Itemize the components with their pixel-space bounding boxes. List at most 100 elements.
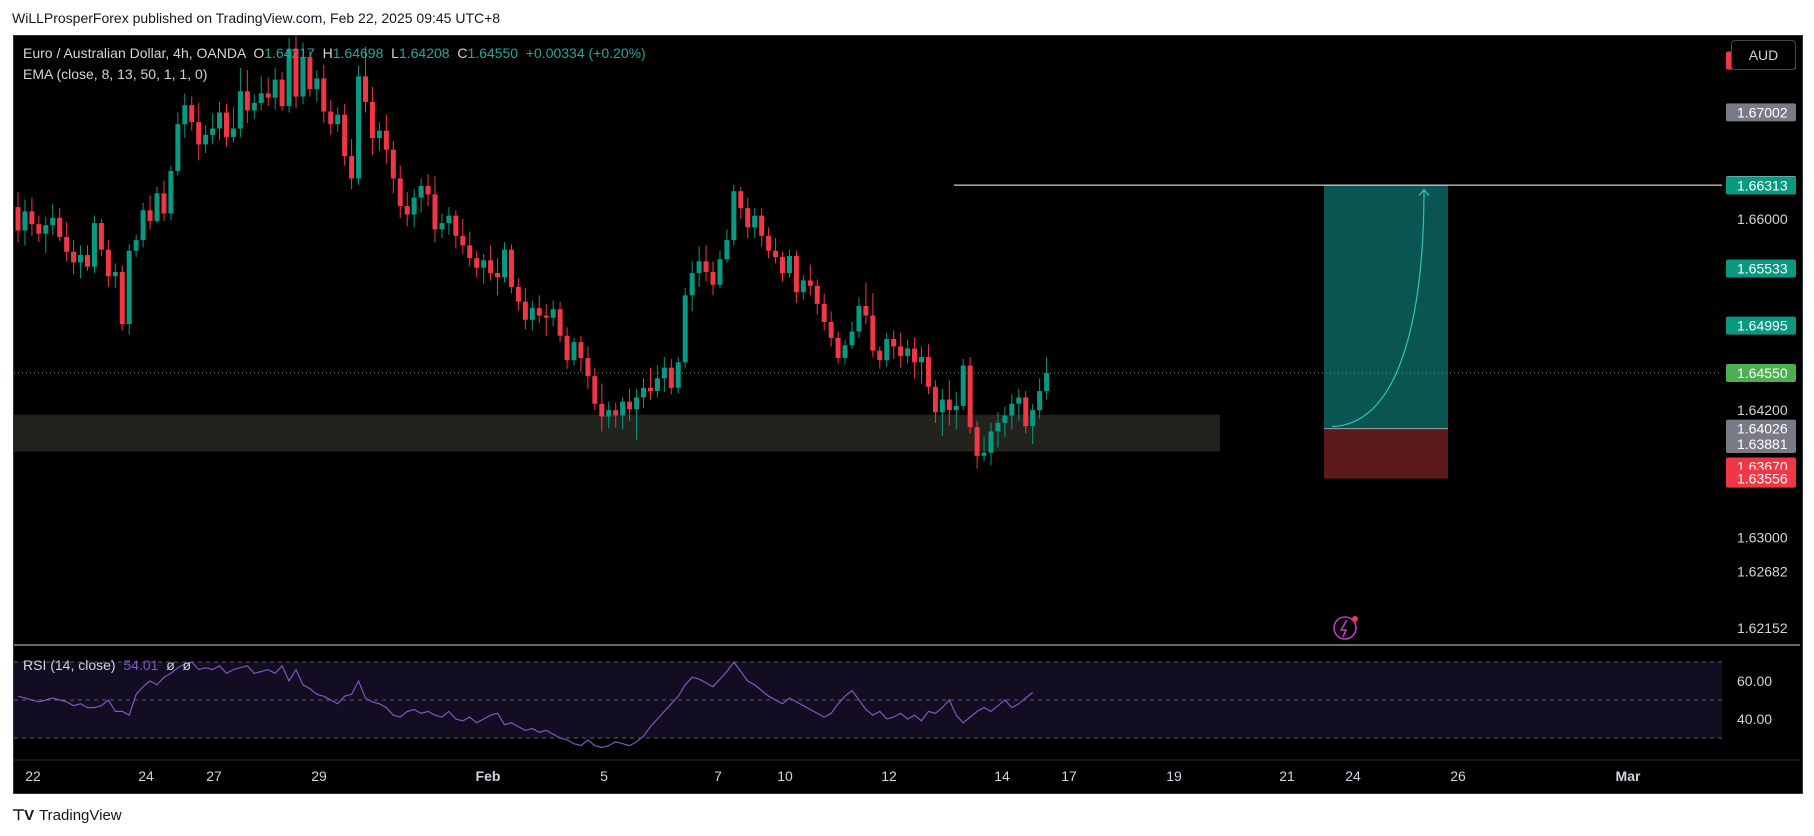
candle-body — [807, 280, 813, 286]
candle-body — [43, 225, 49, 234]
candle-body — [710, 271, 716, 285]
candle-body — [898, 346, 904, 356]
candle-body — [321, 78, 327, 112]
lines-layer — [14, 184, 1722, 374]
symbol-legend[interactable]: Euro / Australian Dollar, 4h, OANDA O1.6… — [23, 45, 646, 61]
candle-body — [849, 331, 855, 346]
rsi-extra-1: ø — [166, 657, 175, 673]
rsi-legend[interactable]: RSI (14, close) 54.01 ø ø — [23, 657, 191, 673]
price-badge — [1726, 316, 1796, 335]
target-zone — [1324, 185, 1448, 429]
candle-body — [780, 257, 785, 274]
candle-body — [217, 112, 223, 129]
candle-body — [550, 309, 556, 318]
ema-legend[interactable]: EMA (close, 8, 13, 50, 1, 1, 0) — [23, 66, 208, 82]
candle-body — [439, 223, 445, 230]
price-badge — [1726, 419, 1796, 438]
candle-body — [36, 224, 42, 234]
time-label: 12 — [881, 768, 897, 784]
rsi-tick: 60.00 — [1737, 673, 1772, 689]
candle-body — [112, 271, 118, 277]
candle-body — [189, 105, 195, 123]
publisher-line: WiLLProsperForex published on TradingVie… — [12, 10, 501, 26]
footer: ⊤V TradingView — [12, 806, 122, 825]
candle-body — [988, 431, 994, 453]
price-tick: 1.62152 — [1737, 620, 1788, 636]
candle-body — [536, 308, 542, 316]
candle-body — [627, 401, 633, 410]
candle-body — [1016, 397, 1022, 404]
candle-body — [293, 48, 299, 97]
time-label: 7 — [714, 768, 722, 784]
candle-body — [647, 387, 653, 392]
candle-body — [661, 367, 667, 379]
candle-body — [446, 215, 452, 224]
candle-body — [467, 245, 473, 259]
candle-body — [432, 194, 438, 230]
candle-body — [981, 452, 987, 456]
candle-body — [78, 254, 84, 263]
candle-body — [474, 258, 480, 268]
candle-body — [133, 240, 139, 251]
open-value: 1.64217 — [264, 45, 315, 61]
time-label: Mar — [1616, 768, 1641, 784]
candle-body — [363, 76, 368, 102]
time-label: 27 — [206, 768, 222, 784]
currency-button[interactable]: AUD — [1731, 40, 1796, 70]
candle-body — [821, 303, 827, 322]
price-badge — [1726, 469, 1796, 488]
candle-body — [502, 249, 507, 278]
rsi-line — [17, 660, 1034, 749]
candle-body — [230, 128, 236, 137]
flash-icon — [1333, 616, 1357, 640]
candle-body — [946, 399, 952, 411]
candle-body — [390, 149, 396, 179]
candle-body — [800, 280, 806, 293]
candle-body — [64, 236, 70, 252]
candle-body — [1023, 397, 1029, 427]
candle-body — [85, 254, 90, 267]
demand-zone — [14, 414, 1220, 452]
candle-body — [543, 315, 549, 318]
candle-body — [905, 348, 911, 356]
candle-body — [126, 250, 132, 325]
candle-body — [974, 427, 980, 456]
candle-body — [773, 250, 779, 258]
candle-body — [307, 57, 313, 90]
rsi-tick: 40.00 — [1737, 711, 1772, 727]
tradingview-logo-icon: ⊤V — [12, 807, 34, 824]
candle-body — [870, 315, 876, 351]
candle-body — [842, 345, 848, 359]
candle-body — [1002, 415, 1008, 423]
change-value: +0.00334 (+0.20%) — [525, 45, 646, 61]
candle-body — [168, 170, 174, 214]
candle-body — [196, 122, 202, 145]
candle-body — [488, 260, 494, 274]
candle-body — [210, 128, 216, 135]
candle-body — [786, 256, 792, 274]
time-label: 19 — [1166, 768, 1182, 784]
candle-body — [745, 208, 751, 228]
candle-body — [342, 114, 348, 157]
flash-bolt-icon — [1339, 619, 1348, 638]
candle-body — [244, 91, 250, 111]
zones-layer — [14, 185, 1448, 479]
time-label: Feb — [476, 768, 501, 784]
candle-body — [967, 365, 973, 428]
candle-body — [279, 79, 285, 107]
open-label: O — [253, 45, 265, 61]
candle-body — [71, 251, 77, 263]
high-value: 1.64698 — [332, 45, 384, 61]
candle-body — [29, 211, 35, 225]
candle-body — [300, 57, 306, 97]
candle-body — [696, 261, 702, 274]
candle-body — [939, 399, 945, 413]
candle-body — [724, 240, 730, 260]
candle-body — [286, 48, 292, 107]
price-tick: 1.63000 — [1737, 530, 1788, 546]
price-badge — [1726, 363, 1796, 382]
price-badge-label: 1.64026 — [1737, 421, 1788, 437]
candle-body — [592, 376, 598, 404]
price-tick: 1.64200 — [1737, 402, 1788, 418]
